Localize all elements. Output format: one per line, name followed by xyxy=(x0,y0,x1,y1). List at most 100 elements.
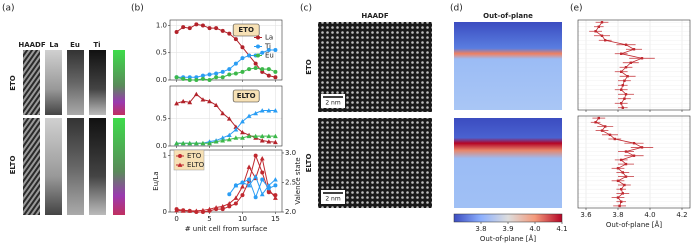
marker xyxy=(623,97,626,100)
marker xyxy=(181,25,186,30)
marker xyxy=(273,133,278,139)
series-line xyxy=(176,156,276,212)
x-tick-label: 4.0 xyxy=(529,225,540,233)
panel-label: (b) xyxy=(131,4,144,14)
series-line xyxy=(176,93,276,143)
x-axis-label: # unit cell from surface xyxy=(185,225,268,233)
marker xyxy=(273,177,278,182)
scale-bar-label: 2 nm xyxy=(325,100,341,107)
marker xyxy=(220,135,226,140)
marker xyxy=(600,21,604,24)
plot-frame xyxy=(169,85,283,147)
panel-label: (a) xyxy=(2,4,15,14)
x-axis-label: Out-of-plane [Å] xyxy=(606,220,662,229)
marker xyxy=(194,22,199,27)
x-tick-label: 3.9 xyxy=(502,225,513,233)
marker xyxy=(260,177,265,182)
marker xyxy=(200,207,206,213)
y-tick-label: 0.0 xyxy=(156,142,167,150)
marker xyxy=(259,138,265,143)
marker xyxy=(233,195,239,200)
marker xyxy=(621,106,624,109)
marker xyxy=(233,183,239,188)
marker xyxy=(608,133,612,137)
marker xyxy=(266,73,271,78)
marker xyxy=(604,39,607,42)
marker xyxy=(624,175,628,178)
annotation: ETO xyxy=(238,26,254,34)
series-line xyxy=(176,49,276,78)
plot-frame xyxy=(577,19,691,111)
marker xyxy=(233,201,238,206)
row-label: ETO xyxy=(305,59,313,75)
haadf-images xyxy=(318,22,432,208)
marker xyxy=(240,45,245,50)
marker xyxy=(233,61,238,66)
series-line xyxy=(176,23,276,78)
scale-bar-label: 2 nm xyxy=(325,196,341,203)
panel-label: (c) xyxy=(300,4,312,14)
marker xyxy=(193,140,199,146)
marker xyxy=(233,71,238,76)
marker xyxy=(207,26,212,31)
marker xyxy=(259,133,265,139)
marker xyxy=(187,99,193,105)
series-line xyxy=(176,154,276,213)
y-tick-label: 1.0 xyxy=(156,21,167,29)
marker xyxy=(624,150,628,153)
marker xyxy=(253,133,259,139)
marker xyxy=(174,75,179,80)
marker xyxy=(273,195,278,200)
marker xyxy=(624,93,628,96)
plot-frame xyxy=(577,115,691,209)
column-header: HAADF xyxy=(18,41,46,49)
column-header: La xyxy=(49,41,58,49)
strain-maps xyxy=(454,22,562,208)
marker xyxy=(214,75,219,80)
marker xyxy=(624,66,628,69)
y2-tick-label: 2.0 xyxy=(285,208,296,216)
marker xyxy=(621,192,624,195)
marker xyxy=(174,207,179,213)
marker xyxy=(253,195,258,200)
marker xyxy=(233,135,239,140)
y2-tick-label: 3.0 xyxy=(285,149,296,157)
legend-label: ELTO xyxy=(187,161,205,169)
marker xyxy=(632,48,636,51)
marker xyxy=(620,158,623,162)
marker xyxy=(227,192,232,197)
marker xyxy=(240,184,245,189)
marker xyxy=(266,108,272,113)
marker xyxy=(632,141,636,145)
marker xyxy=(240,69,245,74)
marker xyxy=(620,200,623,203)
x-tick-label: 0 xyxy=(174,215,178,223)
marker xyxy=(240,135,245,140)
marker xyxy=(226,116,232,121)
eds-maps xyxy=(23,50,125,215)
annotation-box xyxy=(232,89,260,103)
annotation: ELTO xyxy=(237,92,256,100)
y-tick-label: 0.0 xyxy=(156,76,167,84)
marker xyxy=(624,162,628,166)
marker xyxy=(253,110,259,116)
marker xyxy=(273,108,278,113)
marker xyxy=(620,88,623,91)
marker xyxy=(621,84,624,87)
legend-marker xyxy=(177,162,183,167)
marker xyxy=(594,121,597,124)
marker xyxy=(629,61,632,64)
marker xyxy=(220,28,225,33)
marker xyxy=(247,177,252,182)
marker xyxy=(624,43,628,46)
legend-marker xyxy=(256,53,260,58)
marker xyxy=(213,205,219,210)
marker xyxy=(640,57,644,60)
marker xyxy=(240,180,245,185)
panel-label: (e) xyxy=(570,4,583,14)
marker xyxy=(220,203,226,209)
marker xyxy=(266,133,272,139)
marker xyxy=(623,79,626,82)
x-tick-label: 3.6 xyxy=(580,211,592,219)
marker xyxy=(273,69,278,74)
